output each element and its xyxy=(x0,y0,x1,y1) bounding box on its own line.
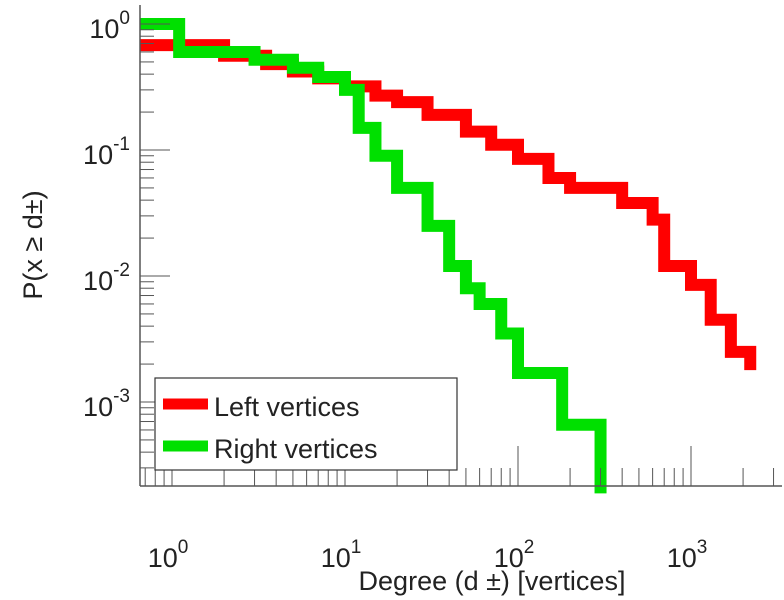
x-tick-label: 103 xyxy=(667,537,708,573)
legend-box xyxy=(154,377,458,471)
y-axis-label: P(x ≥ d±) xyxy=(18,190,48,299)
x-tick-label: 101 xyxy=(321,537,362,573)
y-tick-label: 10-1 xyxy=(83,134,130,170)
x-tick-label: 100 xyxy=(148,537,189,573)
series-line-left xyxy=(140,39,757,371)
x-axis-label: Degree (d ±) [vertices] xyxy=(359,566,626,596)
series-line-right xyxy=(140,18,607,494)
y-tick-label: 100 xyxy=(89,8,130,44)
y-tick-label: 10-2 xyxy=(83,260,130,296)
legend-label-right: Right vertices xyxy=(214,434,378,464)
y-tick-label: 10-3 xyxy=(83,386,130,422)
legend-label-left: Left vertices xyxy=(214,392,360,422)
legend: Left vertices Right vertices xyxy=(154,377,458,471)
